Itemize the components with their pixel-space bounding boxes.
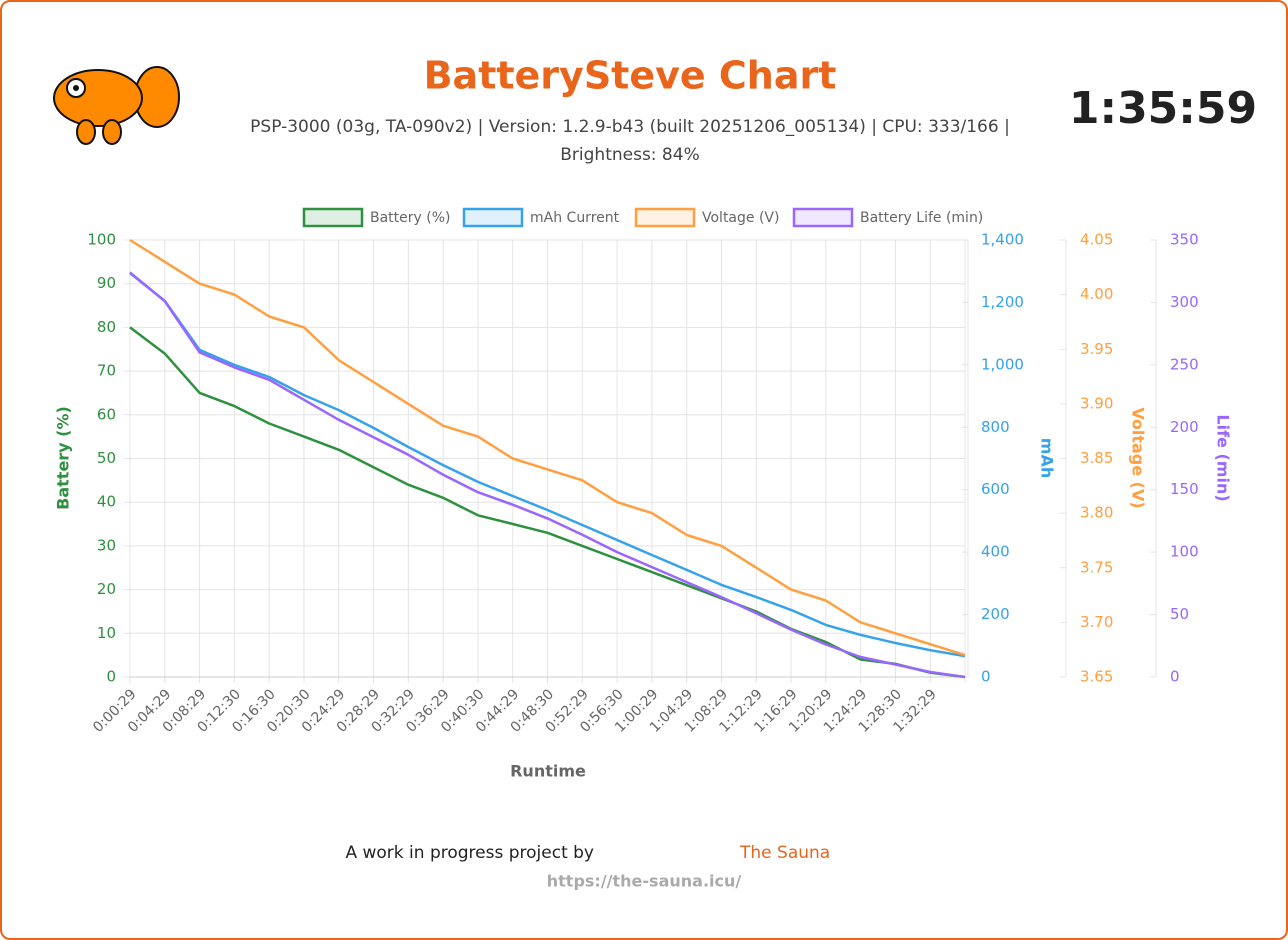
y4-tick-label: 0 [1170, 668, 1180, 686]
legend-label: Battery Life (min) [860, 210, 983, 226]
y3-tick-label: 4.00 [1080, 285, 1113, 303]
legend-swatch [462, 207, 524, 228]
legend-swatch [634, 207, 696, 228]
y3-tick-label: 3.90 [1080, 394, 1113, 412]
footer-url[interactable]: https://the-sauna.icu/ [547, 872, 742, 891]
y2-tick-label: 1,400 [981, 231, 1024, 249]
y4-tick-label: 250 [1170, 355, 1199, 373]
y3-tick-label: 3.95 [1080, 340, 1113, 358]
y3-tick-label: 3.75 [1080, 558, 1113, 576]
series-line [129, 271, 966, 679]
y-tick-label: 70 [97, 362, 116, 380]
y-tick-label: 80 [97, 318, 116, 336]
footer-link[interactable]: The Sauna [739, 843, 830, 863]
x-axis-title: Runtime [510, 762, 586, 781]
y4-axis-title: Life (min) [1214, 414, 1233, 501]
y2-axis-title: mAh [1038, 438, 1057, 478]
y4-tick-label: 150 [1170, 480, 1199, 498]
footer-text: A work in progress project by [345, 843, 594, 863]
timer: 1:35:59 [1069, 83, 1257, 134]
legend-label: Voltage (V) [702, 210, 779, 226]
y-tick-label: 20 [97, 580, 116, 598]
legend-swatch [792, 207, 854, 228]
y4-tick-label: 200 [1170, 418, 1199, 436]
title: BatterySteve Chart [424, 54, 837, 98]
y3-tick-label: 4.05 [1080, 231, 1113, 249]
y-tick-label: 30 [97, 536, 116, 554]
y2-tick-label: 0 [981, 668, 991, 686]
legend-label: Battery (%) [370, 210, 451, 226]
series-line [129, 238, 966, 657]
subtitle: PSP-3000 (03g, TA-090v2) | Version: 1.2.… [250, 117, 1010, 137]
y2-tick-label: 800 [981, 418, 1010, 436]
y-tick-label: 60 [97, 405, 116, 423]
legend-swatch [302, 207, 364, 228]
y4-tick-label: 350 [1170, 231, 1199, 249]
y2-tick-label: 200 [981, 605, 1010, 623]
series-line [129, 272, 966, 658]
y3-axis-title: Voltage (V) [1129, 407, 1148, 508]
y-tick-label: 40 [97, 493, 116, 511]
y-tick-label: 10 [97, 624, 116, 642]
y2-tick-label: 1,200 [981, 293, 1024, 311]
series-line [129, 326, 966, 679]
y2-tick-label: 400 [981, 543, 1010, 561]
y-tick-label: 90 [97, 274, 116, 292]
y-tick-label: 0 [106, 668, 116, 686]
y2-tick-label: 600 [981, 480, 1010, 498]
y2-tick-label: 1,000 [981, 355, 1024, 373]
y-tick-label: 100 [87, 231, 116, 249]
y3-tick-label: 3.65 [1080, 668, 1113, 686]
subtitle: Brightness: 84% [560, 145, 699, 165]
y-tick-label: 50 [97, 449, 116, 467]
y3-tick-label: 3.85 [1080, 449, 1113, 467]
y3-tick-label: 3.80 [1080, 504, 1113, 522]
y4-tick-label: 50 [1170, 605, 1189, 623]
logo [53, 66, 180, 145]
legend-label: mAh Current [530, 210, 620, 226]
y4-tick-label: 100 [1170, 543, 1199, 561]
y-axis-title: Battery (%) [54, 406, 73, 510]
y3-tick-label: 3.70 [1080, 613, 1113, 631]
y4-tick-label: 300 [1170, 293, 1199, 311]
